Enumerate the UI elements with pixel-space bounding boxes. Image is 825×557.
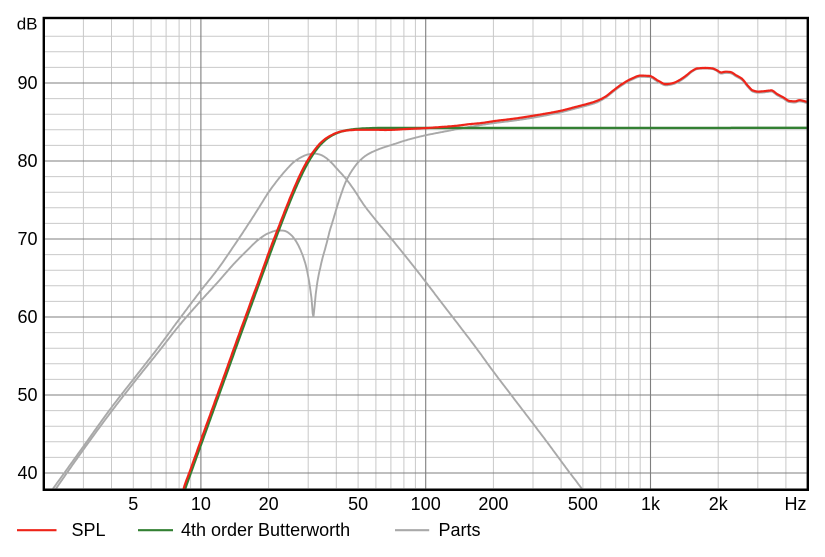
svg-text:dB: dB	[17, 15, 38, 34]
svg-text:2k: 2k	[709, 494, 729, 514]
svg-text:Parts: Parts	[439, 520, 481, 540]
svg-text:500: 500	[568, 494, 598, 514]
svg-text:50: 50	[348, 494, 368, 514]
svg-text:200: 200	[478, 494, 508, 514]
svg-text:60: 60	[17, 307, 37, 327]
svg-text:Hz: Hz	[785, 494, 807, 514]
svg-text:90: 90	[17, 73, 37, 93]
svg-text:20: 20	[259, 494, 279, 514]
svg-text:SPL: SPL	[72, 520, 106, 540]
svg-text:50: 50	[17, 385, 37, 405]
svg-text:40: 40	[17, 463, 37, 483]
svg-text:5: 5	[128, 494, 138, 514]
svg-text:100: 100	[411, 494, 441, 514]
svg-text:80: 80	[17, 151, 37, 171]
svg-text:1k: 1k	[641, 494, 661, 514]
svg-text:10: 10	[191, 494, 211, 514]
svg-text:70: 70	[17, 229, 37, 249]
svg-text:4th order Butterworth: 4th order Butterworth	[181, 520, 350, 540]
